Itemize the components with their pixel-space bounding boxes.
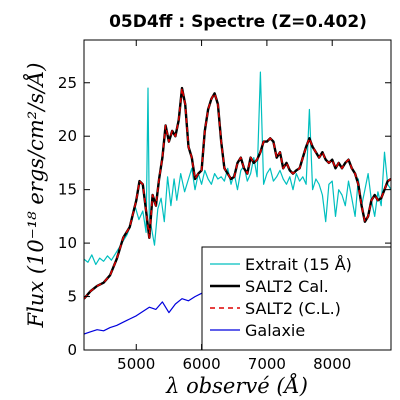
legend-label-0: Extrait (15 Å) bbox=[245, 255, 352, 274]
legend-label-3: Galaxie bbox=[245, 321, 305, 340]
legend-label-2: SALT2 (C.L.) bbox=[245, 299, 341, 318]
x-tick-label: 6000 bbox=[182, 355, 220, 373]
y-tick-label: 0 bbox=[67, 341, 77, 359]
x-tick-label: 8000 bbox=[313, 355, 351, 373]
y-tick-label: 20 bbox=[58, 127, 77, 145]
legend: Extrait (15 Å) SALT2 Cal. SALT2 (C.L.) Gala… bbox=[201, 246, 392, 351]
x-tick-label: 7000 bbox=[248, 355, 286, 373]
chart-title: 05D4ff : Spectre (Z=0.402) bbox=[109, 12, 367, 32]
series-line-0 bbox=[84, 71, 391, 266]
y-tick-label: 5 bbox=[67, 288, 77, 306]
y-tick-label: 15 bbox=[58, 181, 77, 199]
x-tick-label: 5000 bbox=[117, 355, 155, 373]
legend-label-1: SALT2 Cal. bbox=[245, 277, 329, 296]
x-axis-label: λ observé (Å) bbox=[165, 373, 308, 398]
y-axis-label: Flux (10⁻¹⁸ ergs/cm²/s/Å) bbox=[23, 63, 48, 329]
y-tick-label: 10 bbox=[58, 234, 77, 252]
y-tick-label: 25 bbox=[58, 74, 77, 92]
series-line-2 bbox=[84, 87, 391, 300]
